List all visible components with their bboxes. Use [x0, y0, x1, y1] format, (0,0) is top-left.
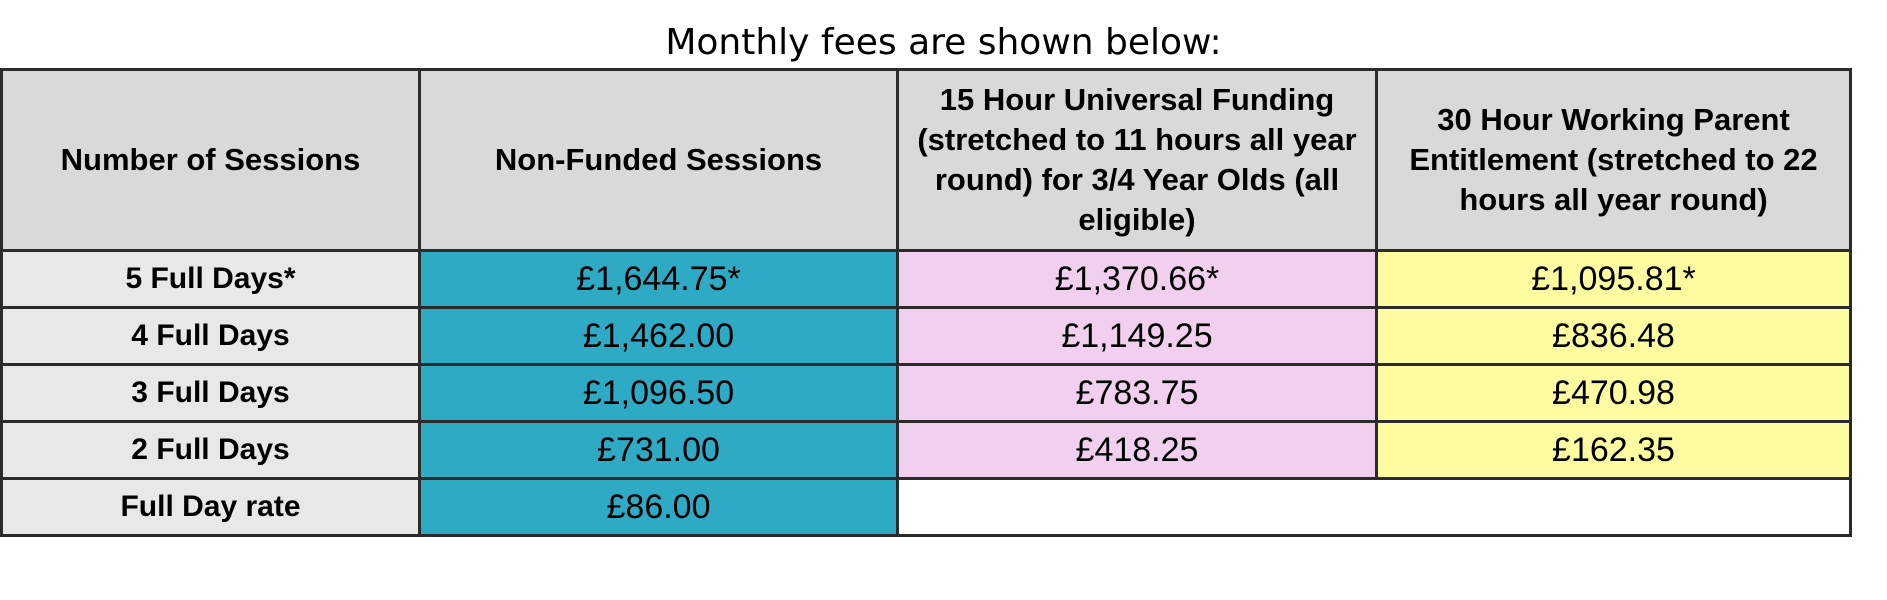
non-funded-cell: £86.00 [418, 477, 899, 537]
header-non-funded-sessions: Non-Funded Sessions [418, 68, 899, 252]
non-funded-cell: £1,644.75* [418, 249, 899, 309]
header-number-of-sessions: Number of Sessions [0, 68, 421, 252]
table-row: 5 Full Days* £1,644.75* £1,370.66* £1,09… [0, 249, 1852, 309]
universal-15-cell: £1,149.25 [896, 306, 1378, 366]
non-funded-cell: £731.00 [418, 420, 899, 480]
working-30-cell: £470.98 [1375, 363, 1852, 423]
table-caption: Monthly fees are shown below: [665, 22, 1222, 63]
monthly-fees-table: Number of Sessions Non-Funded Sessions 1… [0, 68, 1852, 537]
non-funded-cell: £1,462.00 [418, 306, 899, 366]
header-30-hour-working-parent: 30 Hour Working Parent Entitlement (stre… [1375, 68, 1852, 252]
table-row: Full Day rate £86.00 [0, 477, 1852, 537]
row-label: 2 Full Days [0, 420, 421, 480]
header-15-hour-universal-funding: 15 Hour Universal Funding (stretched to … [896, 68, 1378, 252]
universal-15-cell: £783.75 [896, 363, 1378, 423]
header-row: Number of Sessions Non-Funded Sessions 1… [0, 68, 1852, 252]
row-label: 5 Full Days* [0, 249, 421, 309]
row-label: 3 Full Days [0, 363, 421, 423]
table-row: 2 Full Days £731.00 £418.25 £162.35 [0, 420, 1852, 480]
table-row: 4 Full Days £1,462.00 £1,149.25 £836.48 [0, 306, 1852, 366]
empty-cell [896, 477, 1852, 537]
non-funded-cell: £1,096.50 [418, 363, 899, 423]
working-30-cell: £162.35 [1375, 420, 1852, 480]
row-label: Full Day rate [0, 477, 421, 537]
universal-15-cell: £418.25 [896, 420, 1378, 480]
table-row: 3 Full Days £1,096.50 £783.75 £470.98 [0, 363, 1852, 423]
working-30-cell: £1,095.81* [1375, 249, 1852, 309]
universal-15-cell: £1,370.66* [896, 249, 1378, 309]
working-30-cell: £836.48 [1375, 306, 1852, 366]
row-label: 4 Full Days [0, 306, 421, 366]
